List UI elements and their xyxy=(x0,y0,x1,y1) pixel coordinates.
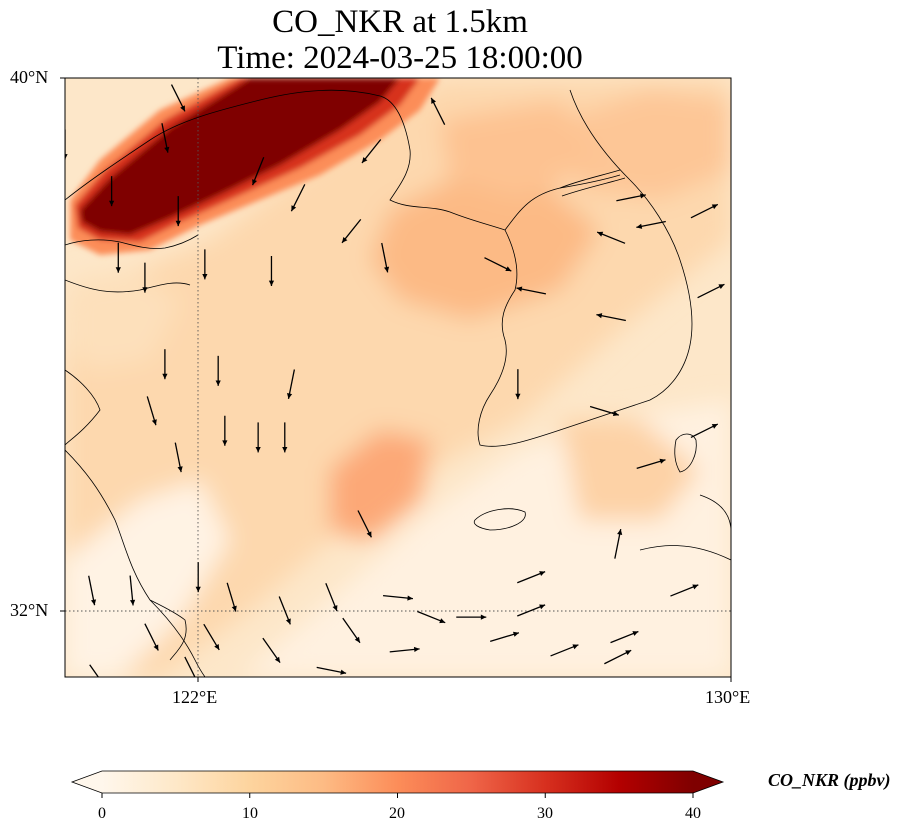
wind-arrow xyxy=(290,184,306,212)
wind-arrow xyxy=(88,575,97,606)
high-band xyxy=(70,78,440,255)
wind-arrow xyxy=(616,193,646,202)
wind-arrow xyxy=(690,203,719,219)
wind-arrow xyxy=(89,664,100,677)
colorbar-body xyxy=(102,771,693,793)
wind-arrow xyxy=(636,458,666,469)
wind-arrow xyxy=(550,644,579,657)
wind-arrow xyxy=(516,286,547,295)
map-frame xyxy=(64,77,732,678)
wind-arrow xyxy=(636,220,666,229)
colorbar-tick-40: 40 xyxy=(685,805,701,822)
gridlines xyxy=(65,78,731,677)
wind-arrow xyxy=(129,575,136,606)
wind-arrow xyxy=(316,666,347,675)
lat-label-32n: 32°N xyxy=(10,600,49,620)
axis-ticks xyxy=(60,77,732,682)
wind-arrow xyxy=(484,257,512,272)
concentration-field xyxy=(65,78,731,677)
wind-arrow xyxy=(282,422,288,453)
wind-arrow xyxy=(146,396,157,426)
wind-arrow xyxy=(109,176,115,207)
wind-arrow xyxy=(596,231,626,244)
wind-arrow xyxy=(202,249,208,280)
wind-vectors xyxy=(65,84,725,677)
wind-arrow xyxy=(361,139,382,164)
wind-arrow xyxy=(430,97,446,125)
wind-arrow xyxy=(162,349,168,380)
lon-label-130e: 130°E xyxy=(705,687,751,707)
chart-title: CO_NKR at 1.5km xyxy=(272,4,528,40)
wind-arrow xyxy=(342,617,361,644)
wind-arrow xyxy=(490,631,520,642)
colorbar-ticks xyxy=(101,793,694,798)
wind-arrow xyxy=(195,562,201,593)
colorbar-extend-max xyxy=(693,771,723,793)
wind-arrow xyxy=(255,422,261,453)
colorbar-tick-30: 30 xyxy=(537,805,553,822)
wind-arrow xyxy=(357,510,372,538)
wind-arrow xyxy=(614,529,623,559)
wind-arrow xyxy=(65,129,68,160)
wind-arrow xyxy=(142,262,148,293)
wind-arrow xyxy=(268,256,275,287)
wind-arrow xyxy=(184,656,196,677)
colorbar-tick-10: 10 xyxy=(242,805,258,822)
colorbar-tick-0: 0 xyxy=(98,805,106,822)
wind-arrow xyxy=(604,649,632,665)
colorbar-label: CO_NKR (ppbv) xyxy=(768,770,891,790)
wind-arrow xyxy=(175,196,181,227)
wind-arrow xyxy=(383,594,413,601)
chart-subtitle-time: Time: 2024-03-25 18:00:00 xyxy=(217,40,583,76)
wind-arrow xyxy=(381,242,390,273)
wind-arrow xyxy=(589,405,620,417)
wind-arrow xyxy=(262,637,281,664)
wind-arrow xyxy=(670,584,699,597)
lon-label-122e: 122°E xyxy=(172,687,218,707)
wind-arrow xyxy=(596,313,626,322)
colorbar xyxy=(70,770,725,798)
wind-arrow xyxy=(115,242,121,273)
wind-arrow xyxy=(456,614,487,620)
wind-arrow xyxy=(226,582,237,612)
colorbar-tick-20: 20 xyxy=(389,805,405,822)
wind-arrow xyxy=(161,123,170,153)
wind-arrow xyxy=(610,630,639,644)
wind-arrow xyxy=(286,369,296,399)
field-smooth-layer xyxy=(65,78,731,677)
wind-arrow xyxy=(517,604,546,617)
wind-arrow xyxy=(251,157,265,186)
wind-arrow xyxy=(222,415,228,446)
wind-arrow xyxy=(515,369,521,400)
wind-arrow xyxy=(215,355,221,386)
wind-arrow xyxy=(278,596,291,625)
wind-arrow xyxy=(144,623,159,651)
colorbar-extend-min xyxy=(72,771,102,793)
wind-arrow xyxy=(690,423,719,439)
wind-arrow xyxy=(417,610,446,624)
wind-arrow xyxy=(174,442,183,473)
coastlines xyxy=(65,89,731,677)
lat-label-40n: 40°N xyxy=(10,67,49,87)
wind-arrow xyxy=(697,283,725,299)
wind-arrow xyxy=(389,646,420,653)
wind-arrow xyxy=(203,623,220,651)
wind-arrow xyxy=(341,218,362,244)
wind-arrow xyxy=(517,570,546,584)
wind-arrow xyxy=(170,84,186,112)
wind-arrow xyxy=(325,582,338,612)
